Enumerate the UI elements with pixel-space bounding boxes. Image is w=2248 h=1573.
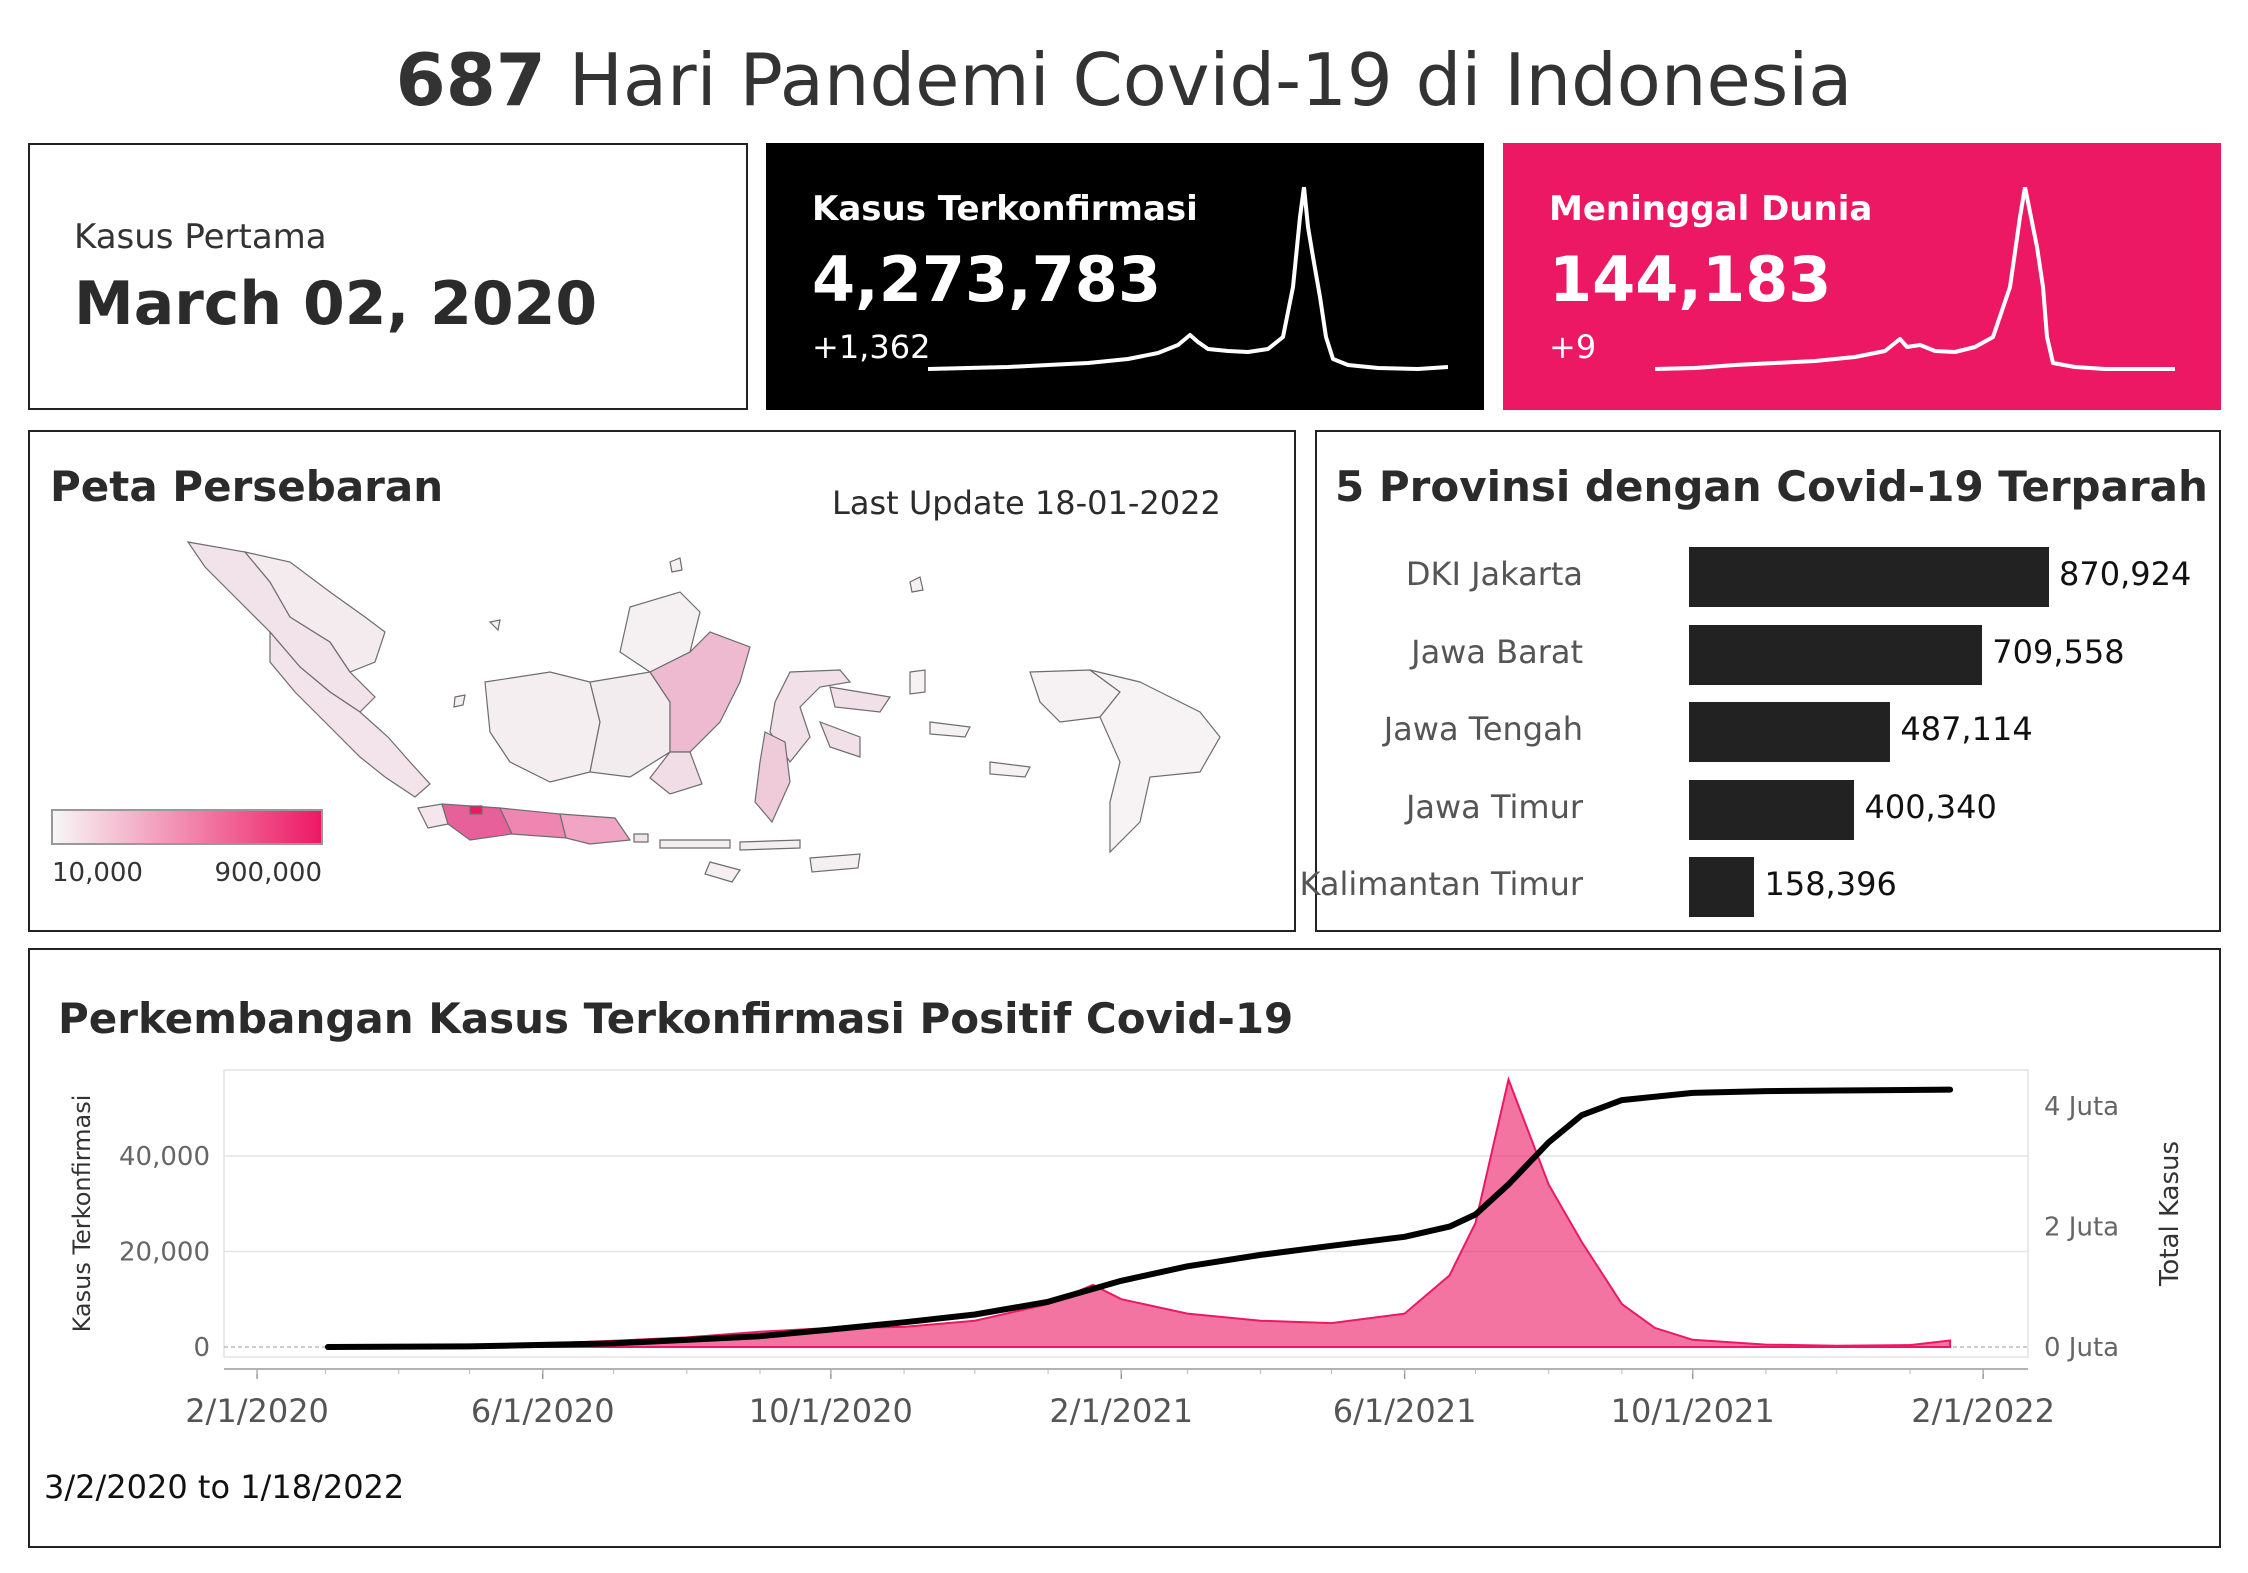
province-bar-row[interactable]: Kalimantan Timur 158,396 (1299, 857, 2217, 917)
province-name: Jawa Timur (1405, 787, 1583, 826)
y2-axis-label: Total Kasus (2155, 1141, 2185, 1287)
first-case-card: Kasus Pertama March 02, 2020 (28, 143, 748, 410)
page-title-text: Hari Pandemi Covid-19 di Indonesia (545, 38, 1853, 122)
province-value-label: 400,340 (1864, 787, 1997, 826)
top-provinces-title: 5 Provinsi dengan Covid-19 Terparah (1335, 462, 2208, 511)
map-title: Peta Persebaran (50, 462, 444, 511)
map-panel: Peta Persebaran Last Update 18-01-2022 (28, 430, 1296, 932)
x-tick-label: 10/1/2020 (749, 1392, 913, 1430)
province-value-label: 158,396 (1764, 865, 1897, 903)
cumulative-cases-line (324, 1086, 1954, 1350)
province-sulawesi-selatan (754, 731, 791, 824)
province-kalimantan-tengah (589, 671, 671, 778)
province-ntt-islands (704, 853, 861, 883)
deaths-label: Meninggal Dunia (1549, 189, 1873, 229)
province-value-label: 709,558 (1992, 632, 2125, 671)
province-bar[interactable] (1689, 547, 2049, 607)
map-legend-min: 10,000 (52, 858, 143, 888)
first-case-label: Kasus Pertama (74, 217, 327, 257)
confirmed-sparkline-path (928, 187, 1448, 371)
confirmed-sparkline (928, 187, 1448, 371)
trend-date-range: 3/2/2020 to 1/18/2022 (44, 1468, 405, 1506)
province-maluku (909, 669, 1031, 778)
x-tick-label: 6/1/2021 (1333, 1392, 1477, 1430)
deaths-sparkline (1655, 187, 2175, 371)
deaths-card: Meninggal Dunia 144,183 +9 (1503, 143, 2221, 410)
y2-tick-label: 0 Juta (2044, 1333, 2119, 1363)
province-jawa-barat (441, 803, 513, 841)
province-jawa-timur (559, 813, 632, 845)
x-tick-label: 2/1/2021 (1049, 1392, 1193, 1430)
province-bar-row[interactable]: DKI Jakarta 870,924 (1317, 547, 2217, 607)
province-bar[interactable] (1689, 779, 1855, 840)
province-nusa-tenggara (659, 839, 801, 851)
map-last-update: Last Update 18-01-2022 (832, 484, 1221, 522)
x-tick-label: 10/1/2021 (1611, 1392, 1775, 1430)
y2-tick-label: 4 Juta (2044, 1092, 2119, 1122)
province-kalimantan-selatan (649, 751, 703, 795)
confirmed-delta: +1,362 (812, 328, 931, 366)
province-value-label: 487,114 (1900, 710, 2033, 748)
y-tick-label: 20,000 (119, 1237, 210, 1267)
deaths-value: 144,183 (1549, 243, 1832, 316)
confirmed-label: Kasus Terkonfirmasi (812, 189, 1198, 229)
first-case-date: March 02, 2020 (74, 269, 598, 339)
trend-title: Perkembangan Kasus Terkonfirmasi Positif… (58, 994, 1294, 1043)
y-tick-label: 40,000 (119, 1142, 210, 1172)
province-bar-row[interactable]: Jawa Barat 709,558 (1317, 624, 2217, 685)
province-value-label: 870,924 (2059, 555, 2192, 593)
province-riau (243, 551, 386, 673)
x-tick-label: 2/1/2020 (185, 1392, 329, 1430)
province-bar-row[interactable]: Jawa Timur 400,340 (1317, 779, 2217, 840)
page-title: 687 Hari Pandemi Covid-19 di Indonesia (0, 38, 2248, 122)
map-legend-gradient (51, 809, 323, 845)
x-tick-label: 6/1/2020 (471, 1392, 615, 1430)
province-bar[interactable] (1689, 702, 1891, 762)
trend-chart[interactable]: 0 20,000 40,000 0 Juta 2 Juta 4 Juta Kasus Ter… (30, 950, 2219, 1546)
province-dki-jakarta (469, 805, 483, 815)
y-tick-label: 0 (193, 1333, 210, 1363)
deaths-sparkline-path (1655, 187, 2175, 371)
province-name: DKI Jakarta (1405, 555, 1583, 593)
y2-tick-label: 2 Juta (2044, 1213, 2119, 1243)
x-tick-label: 2/1/2022 (1911, 1392, 2055, 1430)
province-kepulauan (453, 557, 924, 708)
province-kalimantan-barat (484, 671, 601, 783)
province-name: Jawa Barat (1411, 632, 1583, 671)
province-bar[interactable] (1689, 624, 1983, 685)
province-name: Kalimantan Timur (1299, 865, 1583, 903)
province-kalimantan-timur (649, 631, 751, 753)
map-legend-max: 900,000 (214, 858, 322, 888)
province-bar-row[interactable]: Jawa Tengah 487,114 (1317, 702, 2217, 762)
confirmed-card: Kasus Terkonfirmasi 4,273,783 +1,362 (766, 143, 1484, 410)
province-bali (633, 833, 649, 843)
province-papua (1089, 669, 1221, 854)
page-title-days: 687 (395, 38, 546, 122)
indonesia-map[interactable]: 10,000 900,000 (30, 522, 1294, 932)
y-axis-label: Kasus Terkonfirmasi (68, 1095, 96, 1333)
deaths-delta: +9 (1549, 328, 1597, 366)
province-sumatra-barat (269, 630, 431, 798)
trend-panel: 0 20,000 40,000 0 Juta 2 Juta 4 Juta Kasus Ter… (28, 948, 2221, 1548)
confirmed-value: 4,273,783 (812, 243, 1162, 316)
province-name: Jawa Tengah (1383, 710, 1583, 748)
province-bar[interactable] (1689, 857, 1755, 917)
province-sulawesi (769, 669, 892, 764)
top-provinces-panel: 5 Provinsi dengan Covid-19 Terparah DKI … (1299, 430, 2221, 932)
